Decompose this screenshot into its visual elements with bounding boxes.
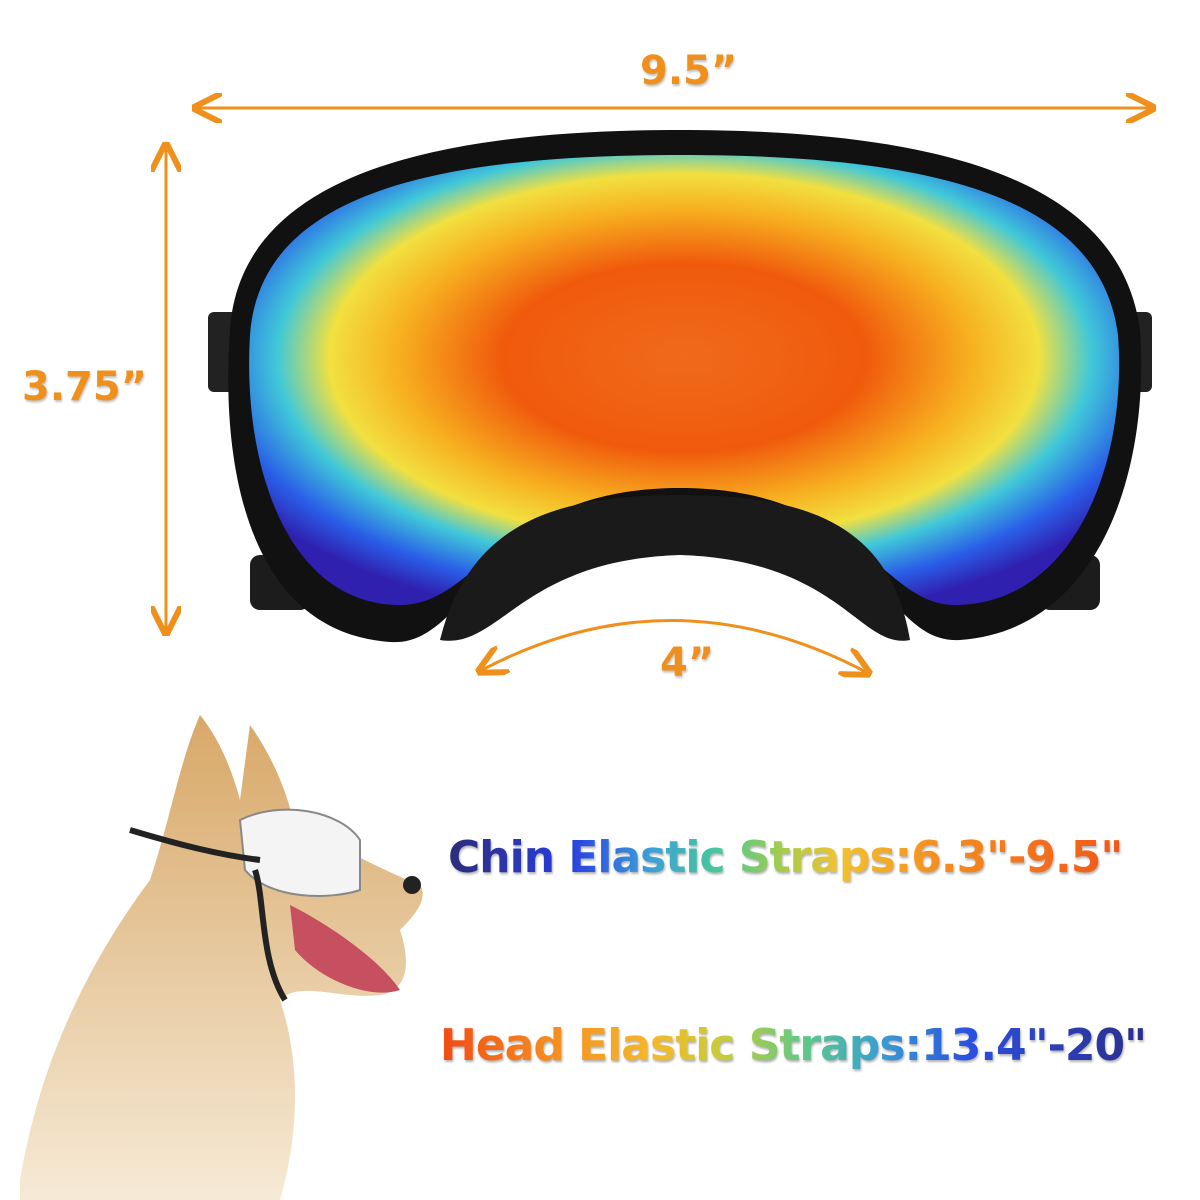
nose-arrow — [482, 619, 866, 672]
head-strap-spec: Head Elastic Straps:13.4"-20" — [440, 1020, 1147, 1071]
goggles — [208, 130, 1152, 643]
dog-wearing-goggles — [20, 715, 423, 1200]
nose-bridge-label: 4” — [660, 640, 715, 686]
height-label: 3.75” — [22, 364, 147, 410]
rainbow-lens — [249, 155, 1120, 605]
width-label: 9.5” — [640, 48, 738, 94]
chin-strap-spec: Chin Elastic Straps:6.3"-9.5" — [448, 832, 1123, 883]
